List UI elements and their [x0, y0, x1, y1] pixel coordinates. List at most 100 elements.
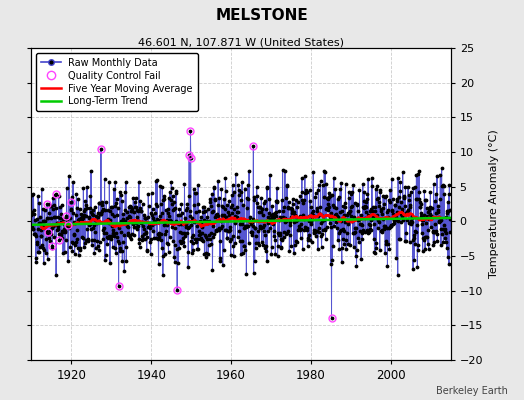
Point — [123, 208, 131, 215]
Point — [127, 208, 135, 214]
Point — [39, 260, 48, 266]
Point — [30, 230, 39, 237]
Point — [393, 209, 401, 215]
Point — [69, 240, 78, 246]
Point — [282, 183, 291, 189]
Point — [138, 218, 146, 225]
Point — [232, 216, 240, 222]
Point — [122, 244, 130, 250]
Point — [261, 248, 270, 254]
Point — [112, 230, 121, 236]
Point — [385, 196, 393, 203]
Point — [67, 199, 75, 205]
Point — [179, 221, 188, 228]
Point — [208, 191, 216, 197]
Point — [280, 215, 289, 222]
Point — [155, 234, 163, 241]
Point — [178, 229, 187, 236]
Point — [244, 182, 252, 188]
Point — [60, 226, 69, 232]
Point — [353, 247, 361, 253]
Point — [121, 218, 129, 224]
Point — [416, 198, 424, 205]
Point — [227, 236, 236, 242]
Point — [46, 238, 54, 244]
Point — [125, 213, 134, 220]
Point — [388, 175, 396, 182]
Point — [146, 251, 155, 257]
Point — [365, 229, 374, 235]
Point — [140, 231, 148, 237]
Point — [156, 213, 164, 219]
Point — [277, 244, 286, 250]
Point — [207, 202, 215, 209]
Point — [63, 222, 72, 229]
Point — [185, 224, 194, 230]
Point — [35, 220, 43, 226]
Point — [226, 227, 235, 233]
Point — [213, 227, 221, 233]
Point — [440, 183, 448, 190]
Point — [305, 218, 313, 224]
Point — [309, 169, 318, 176]
Point — [376, 187, 384, 194]
Point — [354, 217, 363, 224]
Point — [271, 198, 280, 204]
Point — [402, 230, 411, 236]
Point — [446, 216, 454, 222]
Point — [113, 196, 121, 202]
Point — [114, 238, 122, 244]
Point — [274, 242, 282, 249]
Point — [257, 225, 265, 231]
Point — [189, 240, 198, 246]
Point — [315, 211, 324, 218]
Point — [280, 228, 289, 235]
Point — [136, 208, 145, 214]
Point — [62, 213, 71, 220]
Point — [123, 223, 131, 229]
Point — [287, 243, 296, 250]
Point — [288, 210, 296, 216]
Point — [157, 231, 165, 237]
Point — [62, 224, 70, 230]
Point — [428, 214, 436, 220]
Point — [408, 213, 416, 219]
Point — [57, 231, 65, 238]
Point — [329, 243, 337, 250]
Point — [348, 188, 357, 195]
Point — [192, 189, 200, 196]
Point — [171, 224, 179, 231]
Point — [94, 200, 103, 206]
Point — [442, 214, 450, 220]
Point — [172, 190, 180, 196]
Point — [52, 205, 61, 212]
Point — [212, 226, 220, 233]
Point — [176, 212, 184, 218]
Point — [390, 202, 399, 208]
Point — [90, 237, 98, 244]
Point — [421, 234, 430, 241]
Point — [91, 216, 100, 223]
Point — [49, 223, 58, 229]
Point — [349, 181, 357, 188]
Point — [72, 191, 81, 197]
Point — [396, 178, 405, 185]
Point — [43, 201, 51, 207]
Point — [379, 223, 388, 229]
Point — [85, 214, 93, 220]
Point — [327, 224, 335, 231]
Point — [388, 208, 396, 215]
Point — [332, 205, 341, 211]
Point — [103, 234, 112, 241]
Point — [265, 218, 273, 225]
Point — [383, 263, 391, 270]
Point — [112, 250, 120, 256]
Point — [352, 263, 361, 270]
Point — [382, 241, 390, 247]
Point — [236, 220, 244, 227]
Point — [294, 215, 302, 222]
Point — [267, 251, 276, 257]
Point — [200, 204, 209, 210]
Point — [227, 204, 235, 210]
Point — [94, 214, 102, 220]
